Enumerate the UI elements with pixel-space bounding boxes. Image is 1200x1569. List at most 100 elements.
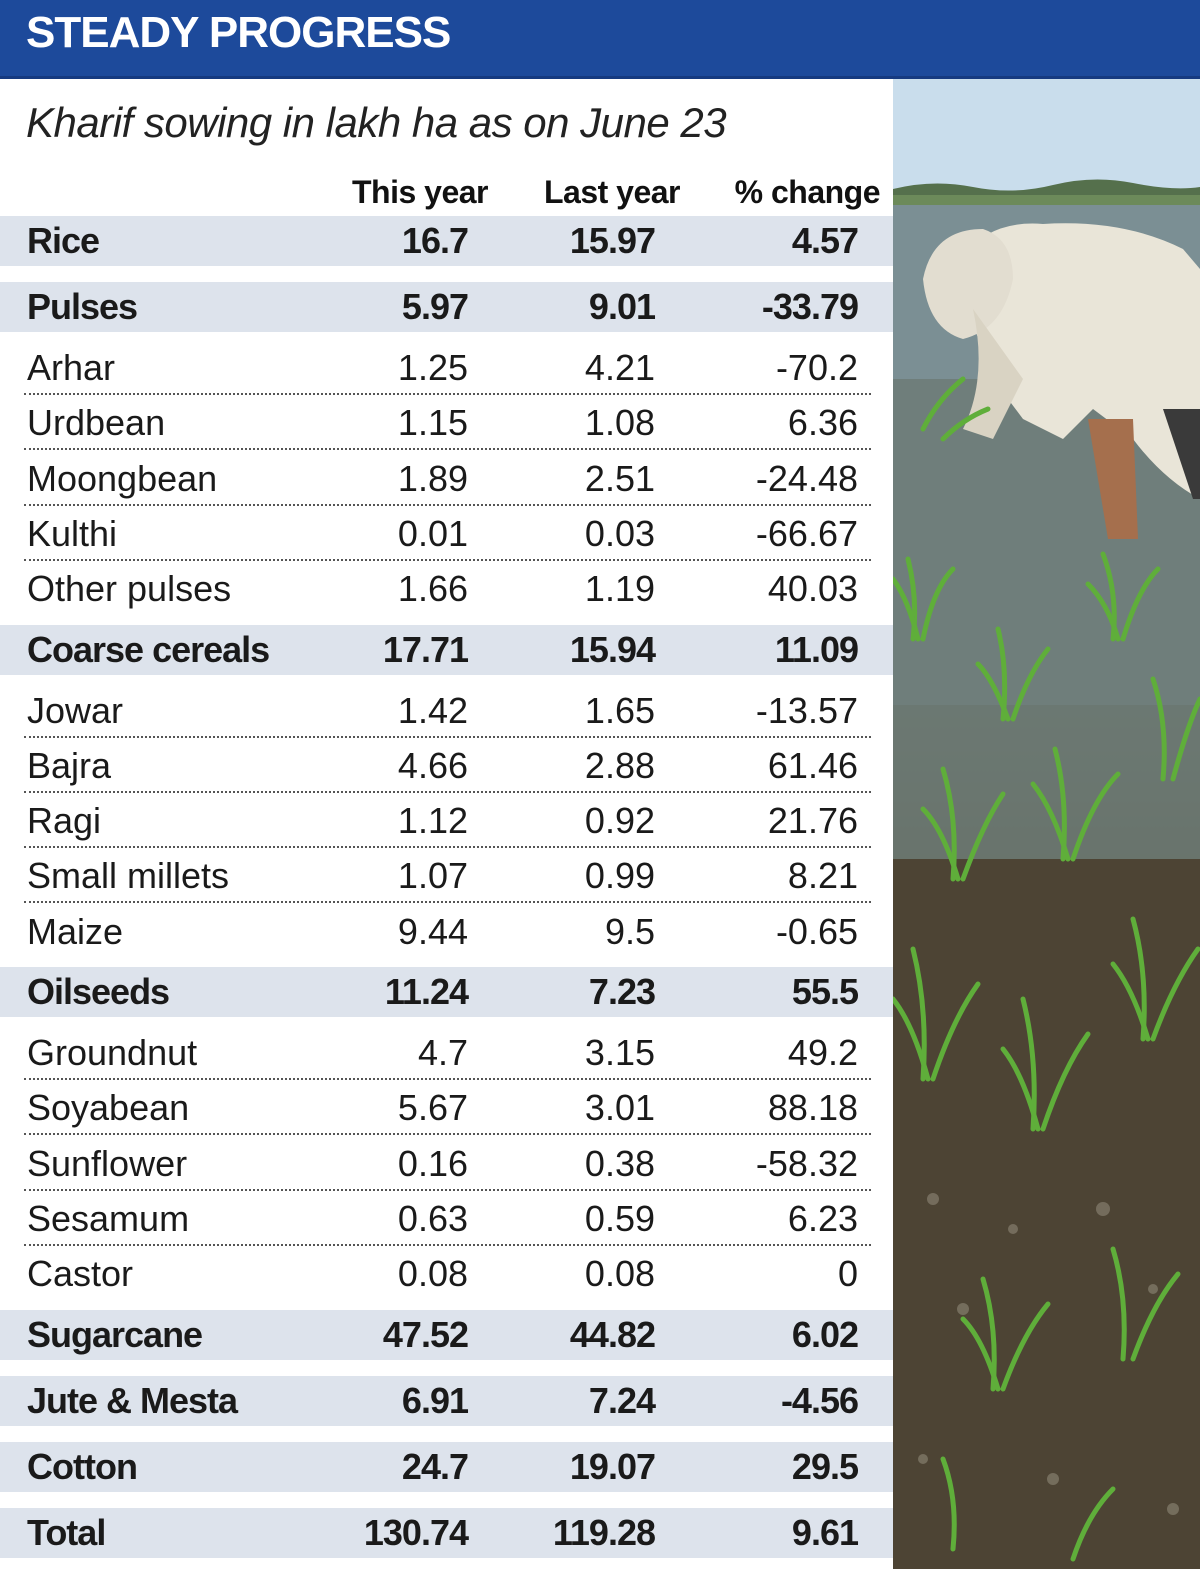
row-divider xyxy=(24,393,871,395)
cell-change: 61.46 xyxy=(767,744,858,786)
row-divider xyxy=(24,1188,871,1191)
cell-last-year: 2.88 xyxy=(584,744,655,786)
row-label: Moongbean xyxy=(27,457,218,499)
cell-change: 6.23 xyxy=(787,1197,858,1239)
cell-change: 6.36 xyxy=(787,402,858,444)
row-label: Groundnut xyxy=(27,1032,198,1073)
cell-change: 88.18 xyxy=(767,1087,858,1129)
cell-last-year: 0.99 xyxy=(584,855,655,897)
row-divider xyxy=(24,1078,871,1080)
row-divider xyxy=(24,735,871,738)
row-label: Cotton xyxy=(27,1445,138,1487)
column-header-change: % change xyxy=(734,174,881,210)
row-label: Soyabean xyxy=(27,1087,190,1129)
cell-change: 40.03 xyxy=(767,568,858,610)
table-row: Groundnut 4.7 3.15 49.2 xyxy=(0,1025,893,1080)
row-label: Rice xyxy=(27,220,100,261)
table-group-row: Pulses 5.97 9.01 -33.79 xyxy=(0,282,893,332)
header-banner: STEADY PROGRESS xyxy=(0,0,1200,79)
row-divider xyxy=(24,901,871,904)
row-divider xyxy=(24,503,871,506)
cell-change: 9.61 xyxy=(791,1511,859,1553)
rice-paddy-farmer-photo xyxy=(893,79,1200,1569)
table-group-row: Rice 16.7 15.97 4.57 xyxy=(0,216,893,266)
table-row: Bajra 4.66 2.88 61.46 xyxy=(0,738,893,793)
cell-change: -58.32 xyxy=(755,1142,858,1184)
cell-last-year: 9.01 xyxy=(588,286,656,327)
cell-this-year: 9.44 xyxy=(397,910,468,952)
cell-last-year: 0.92 xyxy=(584,800,655,842)
cell-this-year: 0.08 xyxy=(397,1253,468,1295)
cell-this-year: 24.7 xyxy=(401,1445,469,1487)
row-label: Jowar xyxy=(27,689,124,731)
row-label: Total xyxy=(27,1511,106,1553)
cell-this-year: 6.91 xyxy=(401,1379,469,1421)
cell-this-year: 5.97 xyxy=(401,286,469,327)
cell-last-year: 2.51 xyxy=(584,457,655,499)
table-row: Jowar 1.42 1.65 -13.57 xyxy=(0,683,893,738)
row-label: Oilseeds xyxy=(27,971,170,1012)
table-subtitle: Kharif sowing in lakh ha as on June 23 xyxy=(26,99,727,146)
cell-last-year: 1.65 xyxy=(584,689,655,731)
cell-change: -13.57 xyxy=(755,689,858,731)
cell-change: 49.2 xyxy=(787,1032,858,1073)
cell-this-year: 47.52 xyxy=(382,1313,469,1355)
cell-this-year: 4.7 xyxy=(417,1032,468,1073)
cell-change: 4.57 xyxy=(791,220,859,261)
table-row: Sunflower 0.16 0.38 -58.32 xyxy=(0,1136,893,1191)
table-group-row: Oilseeds 11.24 7.23 55.5 xyxy=(0,967,893,1017)
table-row: Arhar 1.25 4.21 -70.2 xyxy=(0,340,893,395)
cell-change: 11.09 xyxy=(774,628,859,670)
row-label: Maize xyxy=(27,910,124,952)
page-title: STEADY PROGRESS xyxy=(26,8,451,57)
cell-last-year: 1.08 xyxy=(584,402,655,444)
cell-this-year: 17.71 xyxy=(382,628,469,670)
cell-change: 8.21 xyxy=(787,855,858,897)
table-panel: Kharif sowing in lakh ha as on June 23 T… xyxy=(0,79,893,1569)
row-label: Sesamum xyxy=(27,1197,190,1239)
cell-this-year: 0.01 xyxy=(397,512,468,554)
cell-this-year: 1.89 xyxy=(397,457,468,499)
cell-change: -0.65 xyxy=(775,910,858,952)
cell-this-year: 1.15 xyxy=(397,402,468,444)
cell-this-year: 1.12 xyxy=(397,800,468,842)
cell-last-year: 0.59 xyxy=(584,1197,655,1239)
table-group-row: Sugarcane 47.52 44.82 6.02 xyxy=(0,1309,893,1360)
row-label: Urdbean xyxy=(27,402,166,444)
column-header-this-year: This year xyxy=(351,174,489,210)
cell-last-year: 3.01 xyxy=(584,1087,655,1129)
cell-this-year: 1.07 xyxy=(397,855,468,897)
cell-this-year: 11.24 xyxy=(384,971,469,1012)
cell-change: -70.2 xyxy=(775,347,858,388)
cell-change: -4.56 xyxy=(780,1379,859,1421)
cell-last-year: 0.08 xyxy=(584,1253,655,1295)
cell-change: -66.67 xyxy=(755,512,858,554)
table-group-row: Cotton 24.7 19.07 29.5 xyxy=(0,1441,893,1492)
cell-this-year: 5.67 xyxy=(397,1087,468,1129)
cell-this-year: 1.25 xyxy=(397,347,468,388)
row-label: Sugarcane xyxy=(27,1313,203,1355)
row-divider xyxy=(24,1133,871,1136)
cell-last-year: 3.15 xyxy=(584,1032,655,1073)
table-row: Small millets 1.07 0.99 8.21 xyxy=(0,848,893,904)
row-label: Castor xyxy=(27,1253,134,1295)
table-row: Sesamum 0.63 0.59 6.23 xyxy=(0,1191,893,1246)
cell-last-year: 19.07 xyxy=(569,1445,656,1487)
cell-last-year: 44.82 xyxy=(569,1313,656,1355)
table-row: Other pulses 1.66 1.19 40.03 xyxy=(0,561,893,616)
cell-last-year: 15.97 xyxy=(569,220,656,261)
cell-change: 55.5 xyxy=(791,971,859,1012)
cell-last-year: 1.19 xyxy=(584,568,655,610)
row-label: Small millets xyxy=(27,855,230,897)
table-group-row: Coarse cereals 17.71 15.94 11.09 xyxy=(0,624,893,675)
cell-change: 0 xyxy=(837,1253,858,1295)
cell-last-year: 0.03 xyxy=(584,512,655,554)
row-divider xyxy=(24,558,871,561)
cell-this-year: 130.74 xyxy=(363,1511,469,1553)
row-label: Other pulses xyxy=(27,568,232,610)
cell-last-year: 119.28 xyxy=(552,1511,656,1553)
row-label: Kulthi xyxy=(27,512,118,554)
cell-this-year: 4.66 xyxy=(397,744,468,786)
cell-change: -33.79 xyxy=(761,286,859,327)
cell-this-year: 16.7 xyxy=(401,220,469,261)
